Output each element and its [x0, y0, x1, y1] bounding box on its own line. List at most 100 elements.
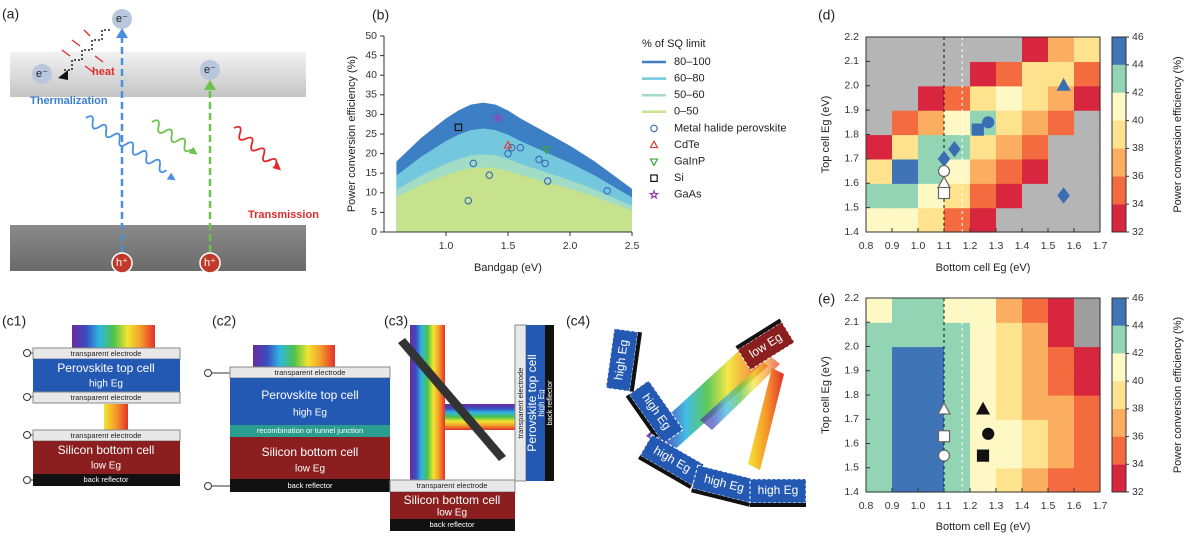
y-tick-label: 50: [365, 30, 377, 42]
gap-label: high Eg: [89, 379, 123, 390]
contour-cell: [918, 61, 945, 86]
shape: [24, 394, 31, 401]
x-tick-label: 0.9: [885, 240, 900, 252]
legend-label: 80–100: [674, 56, 711, 68]
contour-cell: [944, 468, 971, 493]
contour-cell: [944, 322, 971, 347]
contour-cell: [1048, 135, 1075, 160]
marker: [939, 450, 950, 461]
contour-cell: [918, 395, 945, 420]
colorbar-tick-label: 42: [1132, 347, 1144, 359]
x-tick-label: 0.9: [885, 500, 900, 512]
colorbar-label: Power conversion efficiency (%): [1172, 56, 1184, 212]
contour-cell: [1022, 322, 1049, 347]
y-tick-label: 1.7: [844, 413, 859, 425]
colorbar-segment: [1112, 381, 1126, 409]
contour-cell: [892, 159, 919, 184]
photon-wave: [84, 114, 169, 174]
colorbar-tick-label: 44: [1132, 319, 1144, 331]
contour-cell: [918, 347, 945, 372]
y-tick-label: 25: [365, 128, 377, 140]
legend-label: 60–80: [674, 73, 705, 85]
contour-cell: [892, 468, 919, 493]
contour-cell: [1022, 347, 1049, 372]
colorbar-tick-label: 40: [1132, 375, 1144, 387]
cell-block: high Eg: [606, 329, 642, 392]
marker: [978, 450, 989, 461]
contour-cell: [866, 468, 893, 493]
contour-cell: [1048, 110, 1075, 135]
contour-cell: [970, 468, 997, 493]
y-tick-label: 45: [365, 49, 377, 61]
contour-cell: [1074, 208, 1101, 233]
contour-cell: [944, 371, 971, 396]
panel-label: (c2): [212, 313, 236, 329]
contour-cell: [892, 444, 919, 469]
contour-cell: [918, 208, 945, 233]
electron-label: e⁻: [116, 13, 128, 25]
light-beam: [253, 345, 335, 367]
contour-cell: [918, 86, 945, 111]
cell-label: Perovskite top cell: [261, 388, 358, 402]
panel-c4: (c4) high Eg high Eg high Eg high Eg hig…: [566, 313, 806, 507]
y-axis-label: Power conversion efficiency (%): [346, 56, 358, 212]
contour-cell: [1048, 347, 1075, 372]
y-tick-label: 10: [365, 187, 377, 199]
colorbar-tick-label: 46: [1132, 292, 1144, 304]
marker: [651, 125, 657, 131]
y-tick-label: 15: [365, 167, 377, 179]
cell-label: Silicon bottom cell: [58, 443, 155, 457]
contour-cell: [944, 347, 971, 372]
y-axis-label: Top cell Eg (eV): [820, 356, 832, 434]
contour-cell: [918, 322, 945, 347]
contour-cell: [866, 298, 893, 323]
contour-cell: [892, 208, 919, 233]
y-tick-label: 30: [365, 108, 377, 120]
colorbar-tick-label: 36: [1132, 430, 1144, 442]
colorbar-tick-label: 34: [1132, 458, 1144, 470]
layer-label: transparent electrode: [71, 431, 142, 440]
wires: [205, 370, 231, 490]
x-tick-label: 1.1: [937, 500, 952, 512]
y-tick-label: 1.9: [844, 365, 859, 377]
y-tick-label: 1.6: [844, 177, 859, 189]
cell-label: high Eg: [758, 483, 799, 497]
y-tick-label: 1.7: [844, 153, 859, 165]
contour-cell: [996, 159, 1023, 184]
x-tick-label: 2.0: [563, 240, 578, 252]
contour-cell: [1074, 419, 1101, 444]
contour-cell: [996, 110, 1023, 135]
wires: [24, 350, 35, 484]
marker: [983, 428, 994, 439]
contour-cell: [970, 37, 997, 62]
contour-cell: [1074, 37, 1101, 62]
x-tick-label: 1.5: [501, 240, 516, 252]
contour-cell: [866, 444, 893, 469]
x-tick-label: 1.3: [989, 500, 1004, 512]
x-tick-label: 1.6: [1067, 500, 1082, 512]
contour-cell: [996, 468, 1023, 493]
marker: [972, 124, 983, 135]
contour-cell: [866, 61, 893, 86]
colorbar-tick-label: 40: [1132, 114, 1144, 126]
contour-cell: [892, 37, 919, 62]
colorbar-segment: [1112, 176, 1126, 204]
contour-cell: [892, 298, 919, 323]
x-tick-label: 1.1: [937, 240, 952, 252]
contour-cell: [970, 86, 997, 111]
light-beam: [72, 325, 155, 348]
colorbar-label: Power conversion efficiency (%): [1172, 317, 1184, 473]
y-tick-label: 1.5: [844, 462, 859, 474]
x-axis-label: Bottom cell Eg (eV): [936, 262, 1031, 274]
legend-title: % of SQ limit: [642, 38, 706, 50]
contour-cell: [1074, 395, 1101, 420]
marker: [939, 166, 950, 177]
contour-cell: [892, 183, 919, 208]
layer-label: back reflector: [545, 380, 554, 426]
shape: [205, 370, 212, 377]
y-tick-label: 1.4: [844, 226, 859, 238]
contour-cell: [996, 61, 1023, 86]
x-tick-label: 1.0: [911, 240, 926, 252]
layer-label: back reflector: [83, 475, 129, 484]
panel-c1: (c1) transparent electrode Perovskite to…: [2, 313, 180, 486]
